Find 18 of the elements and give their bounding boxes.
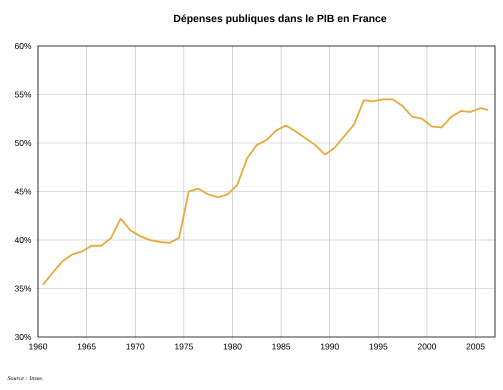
y-tick-label: 40% [14, 237, 32, 243]
x-tick-label: 1985 [272, 344, 290, 350]
x-tick-label: 1970 [126, 344, 144, 350]
x-tick-label: 1980 [224, 344, 242, 350]
y-tick-label: 50% [14, 140, 32, 146]
y-tick-label: 30% [14, 334, 32, 340]
x-tick-label: 1995 [370, 344, 388, 350]
x-tick-label: 1990 [320, 344, 339, 350]
x-tick-label: 1965 [78, 344, 96, 350]
x-tick-label: 2005 [466, 344, 485, 350]
y-tick-label: 45% [14, 188, 32, 194]
y-tick-label: 35% [14, 286, 32, 292]
x-tick-label: 2000 [418, 344, 436, 350]
x-tick-label: 1960 [29, 344, 48, 350]
y-tick-label: 55% [14, 92, 32, 98]
y-tick-label: 60% [14, 43, 32, 49]
chart-title: Dépenses publiques dans le PIB en France [174, 14, 386, 24]
x-tick-label: 1975 [175, 344, 193, 350]
